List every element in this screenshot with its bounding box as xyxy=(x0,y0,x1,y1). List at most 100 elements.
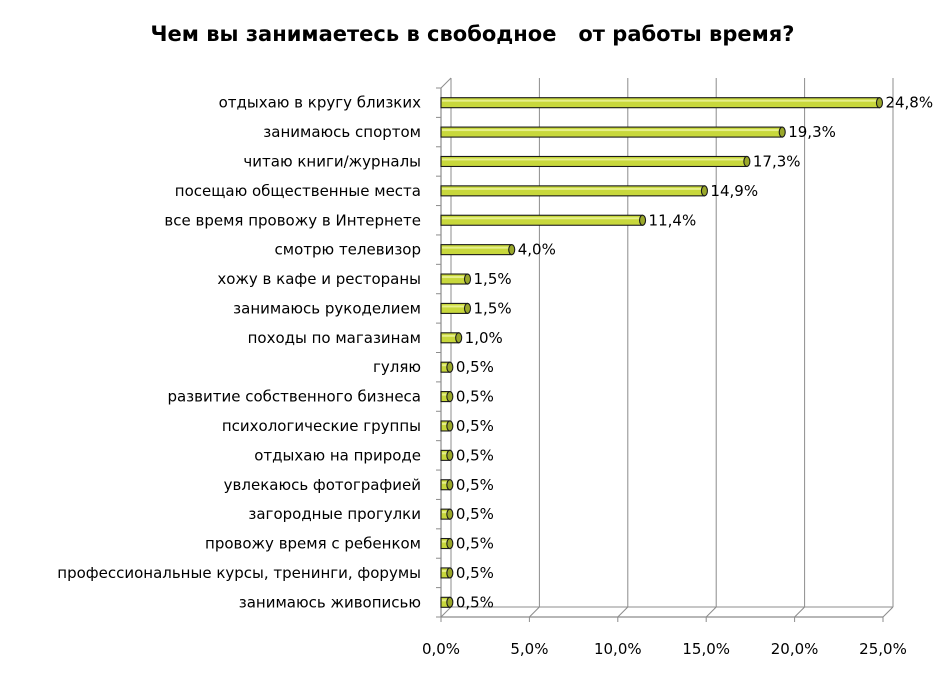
bar-body xyxy=(440,185,705,197)
value-label: 0,5% xyxy=(456,476,494,494)
category-label: все время провожу в Интернете xyxy=(164,211,421,229)
bar xyxy=(440,391,454,403)
bar-cap xyxy=(446,567,454,579)
value-label: 0,5% xyxy=(456,417,494,435)
bar xyxy=(440,537,454,550)
category-label: отдыхаю на природе xyxy=(254,446,421,464)
value-label: 11,4% xyxy=(649,211,697,229)
bar xyxy=(440,449,454,461)
bar-body xyxy=(440,273,469,285)
x-tick-label: 10,0% xyxy=(594,640,642,658)
bar xyxy=(440,420,454,432)
bar-highlight xyxy=(442,187,704,190)
floor-gridline xyxy=(882,606,894,618)
bar-cap xyxy=(875,97,884,109)
value-label: 0,5% xyxy=(456,593,494,611)
value-label: 0,5% xyxy=(456,535,494,553)
bar-body xyxy=(440,126,783,138)
bar-cap xyxy=(778,126,786,138)
bar xyxy=(440,185,708,197)
bar-highlight xyxy=(442,511,449,514)
value-label: 0,5% xyxy=(456,564,494,582)
bar xyxy=(440,596,454,608)
bar-body xyxy=(440,244,513,256)
bar-cap xyxy=(446,449,454,461)
bar-body xyxy=(440,302,469,314)
x-tick-label: 25,0% xyxy=(859,640,907,658)
floor-gridline xyxy=(705,606,717,618)
x-tick-label: 0,0% xyxy=(422,640,460,658)
bar-layer xyxy=(440,97,884,608)
category-label: гуляю xyxy=(373,358,421,376)
category-label: профессиональные курсы, тренинги, форумы xyxy=(57,564,421,582)
category-label: увлекаюсь фотографией xyxy=(224,476,421,494)
axis-layer xyxy=(436,77,884,622)
x-tick-label: 5,0% xyxy=(510,640,548,658)
bar-body xyxy=(440,97,881,109)
bar-highlight xyxy=(442,422,449,425)
bar xyxy=(440,214,647,226)
floor-gridline xyxy=(529,606,540,618)
floor-gridline xyxy=(440,606,452,618)
category-label: занимаюсь спортом xyxy=(263,123,421,141)
bar-cap xyxy=(463,302,472,314)
bar-highlight xyxy=(442,393,449,396)
category-label: развитие собственного бизнеса xyxy=(167,388,421,406)
bar xyxy=(440,244,516,256)
value-label: 1,5% xyxy=(474,299,512,317)
label-layer: 0,0% 5,0% 10,0% 15,0% 20,0% 25,0% отдыхаю в кр… xyxy=(57,94,933,658)
bar xyxy=(440,332,463,344)
category-label: посещаю общественные места xyxy=(175,182,421,200)
bar-highlight xyxy=(442,305,467,308)
bar-cap xyxy=(446,508,454,520)
wall-top-edge xyxy=(440,77,452,89)
bar-highlight xyxy=(442,99,879,102)
bar-cap xyxy=(463,273,472,285)
category-label: хожу в кафе и рестораны xyxy=(217,270,421,288)
bar-highlight xyxy=(442,364,449,367)
bar-cap xyxy=(446,537,454,550)
bar-cap xyxy=(446,361,454,373)
bar-highlight xyxy=(442,129,782,132)
x-tick-label: 20,0% xyxy=(771,640,819,658)
value-label: 17,3% xyxy=(753,152,801,170)
bar-body xyxy=(440,155,748,168)
chart-title: Чем вы занимаетесь в свободное от работы… xyxy=(150,22,795,46)
bar-body xyxy=(440,214,644,226)
bar-highlight xyxy=(442,246,511,249)
bar-highlight xyxy=(442,540,449,543)
category-label: отдыхаю в кругу близких xyxy=(219,94,422,112)
bar xyxy=(440,126,786,138)
value-label: 14,9% xyxy=(710,182,758,200)
bar-cap xyxy=(639,214,647,226)
floor-gridline xyxy=(794,606,805,618)
bar xyxy=(440,567,454,579)
bar-highlight xyxy=(442,217,642,220)
value-label: 4,0% xyxy=(518,241,556,259)
value-label: 0,5% xyxy=(456,505,494,523)
bar-highlight xyxy=(442,334,458,337)
bar xyxy=(440,508,454,520)
value-label: 0,5% xyxy=(456,446,494,464)
bar-highlight xyxy=(442,452,449,455)
bar-highlight xyxy=(442,481,449,484)
bar-cap xyxy=(508,244,516,256)
bar-highlight xyxy=(442,569,449,572)
bar-highlight xyxy=(442,599,449,602)
category-label: занимаюсь живописью xyxy=(239,593,421,611)
bar-cap xyxy=(446,391,454,403)
bar-highlight xyxy=(442,158,746,161)
value-label: 19,3% xyxy=(788,123,836,141)
value-label: 0,5% xyxy=(456,388,494,406)
category-label: психологические группы xyxy=(222,417,421,435)
category-label: смотрю телевизор xyxy=(275,241,421,259)
bar xyxy=(440,155,751,168)
bar-cap xyxy=(743,155,751,168)
x-tick-label: 15,0% xyxy=(682,640,730,658)
bar xyxy=(440,273,472,285)
bar xyxy=(440,361,454,373)
bar xyxy=(440,302,472,314)
bar-cap xyxy=(446,596,454,608)
category-label: провожу время с ребенком xyxy=(205,535,421,553)
